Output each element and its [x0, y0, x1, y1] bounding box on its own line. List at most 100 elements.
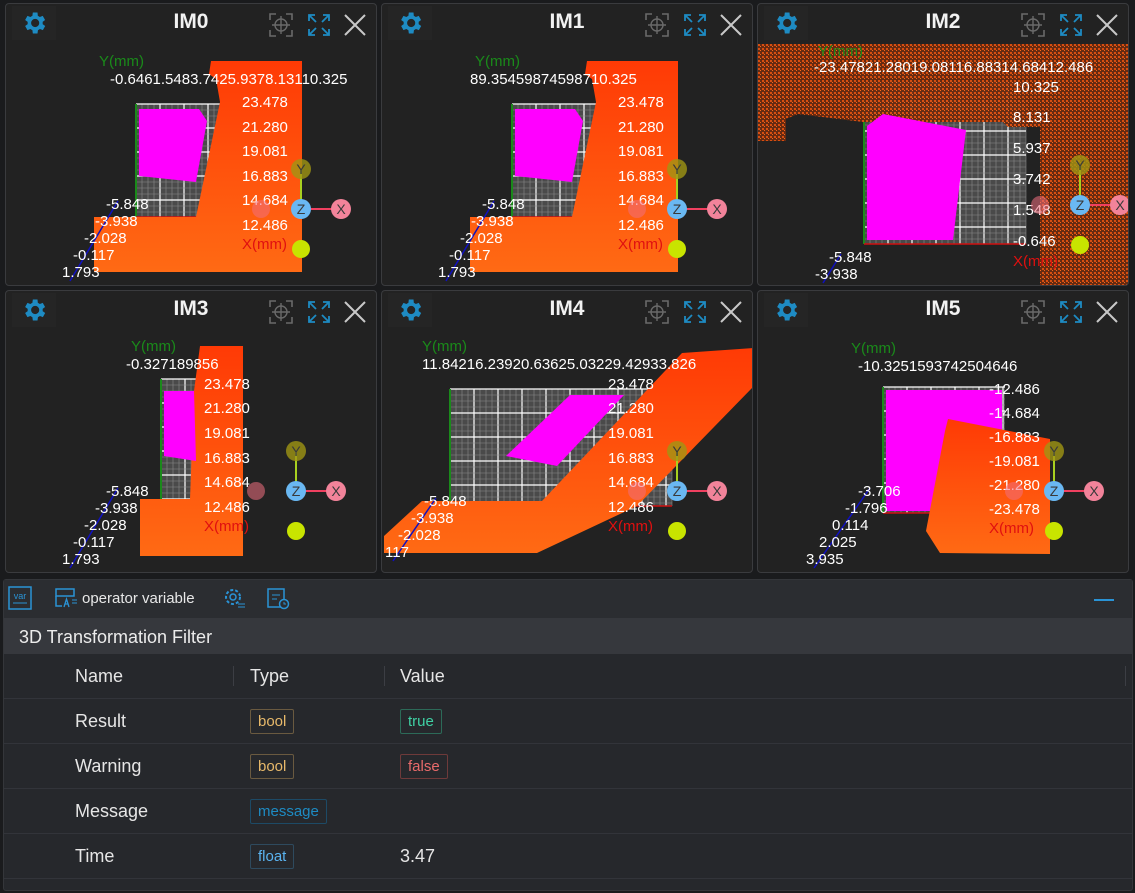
- viewport-panel-im0[interactable]: Y(mm) -0.6461.5483.7425.9378.13110.325 23.…: [5, 3, 377, 286]
- y-axis-handle[interactable]: [667, 159, 687, 179]
- axis-gizmo[interactable]: Y X Z: [1031, 155, 1129, 254]
- var-button[interactable]: var: [8, 586, 32, 610]
- point-cloud-view[interactable]: Y(mm)11.84216.23920.63625.03229.42933.82…: [382, 291, 753, 573]
- x-axis-handle[interactable]: [326, 481, 346, 501]
- maximize-icon[interactable]: [1058, 12, 1084, 38]
- settings-button[interactable]: [388, 293, 432, 327]
- axis-gizmo[interactable]: Y X Z: [628, 441, 727, 540]
- point-cloud: [926, 419, 1050, 554]
- minimize-button[interactable]: [1094, 599, 1114, 601]
- point-cloud-view[interactable]: Y(mm)-0.327189856 23.478 21.280 19.081 16.88…: [6, 291, 377, 573]
- x-axis-handle[interactable]: [1110, 195, 1129, 215]
- negative-x-handle[interactable]: [628, 200, 646, 218]
- y-tick-label: 10.325: [1013, 79, 1059, 96]
- column-divider[interactable]: [1125, 666, 1126, 686]
- z-axis-handle[interactable]: [291, 199, 311, 219]
- maximize-icon[interactable]: [682, 12, 708, 38]
- point-cloud-view[interactable]: Y(mm)-10.3251593742504646 -12.486 -14.684 -…: [758, 291, 1129, 573]
- fit-view-icon[interactable]: [1020, 12, 1046, 38]
- table-row[interactable]: Time float 3.47: [4, 834, 1132, 879]
- table-row[interactable]: Warning bool false: [4, 744, 1132, 789]
- viewport-panel-im2[interactable]: Y(mm) -23.47821.28019.08116.88314.68412.4…: [757, 3, 1129, 286]
- column-divider[interactable]: [233, 666, 234, 686]
- y-axis-handle[interactable]: [667, 441, 687, 461]
- fit-view-icon[interactable]: [268, 12, 294, 38]
- y-axis-handle[interactable]: [1044, 441, 1064, 461]
- settings-button[interactable]: [764, 293, 808, 327]
- z-axis-line: [69, 200, 119, 282]
- negative-y-handle[interactable]: [668, 240, 686, 258]
- maximize-icon[interactable]: [306, 12, 332, 38]
- negative-y-handle[interactable]: [287, 522, 305, 540]
- type-badge: bool: [250, 754, 295, 779]
- x-axis-handle[interactable]: [707, 199, 727, 219]
- column-divider[interactable]: [384, 666, 385, 686]
- z-axis-handle[interactable]: [1070, 195, 1090, 215]
- negative-x-handle[interactable]: [1031, 196, 1049, 214]
- z-tick-label: 2.025: [819, 534, 857, 551]
- z-axis-handle[interactable]: [1044, 481, 1064, 501]
- y-tick-label: 23.478: [242, 94, 288, 111]
- close-icon[interactable]: [1094, 299, 1120, 325]
- settings-button[interactable]: [222, 586, 246, 610]
- x-axis-handle[interactable]: [1084, 481, 1104, 501]
- settings-button[interactable]: [12, 293, 56, 327]
- var-icon: var: [8, 586, 32, 610]
- negative-y-handle[interactable]: [668, 522, 686, 540]
- fit-view-icon[interactable]: [644, 299, 670, 325]
- close-icon[interactable]: [342, 12, 368, 38]
- operator-variable-button[interactable]: operator variable: [54, 586, 195, 610]
- axis-gizmo[interactable]: Y X Z: [628, 159, 727, 258]
- viewport-panel-im1[interactable]: Y(mm) 89.35459874598710.325 23.478 21.280 19…: [381, 3, 753, 286]
- schedule-button[interactable]: [266, 586, 290, 610]
- section-title: 3D Transformation Filter: [4, 618, 1132, 654]
- point-cloud: [94, 61, 302, 272]
- y-axis-handle[interactable]: [286, 441, 306, 461]
- z-axis-handle-label: Z: [297, 201, 306, 217]
- negative-y-handle[interactable]: [1045, 522, 1063, 540]
- close-icon[interactable]: [342, 299, 368, 325]
- axis-gizmo[interactable]: Y X Z: [1005, 441, 1104, 540]
- z-axis-handle[interactable]: [667, 481, 687, 501]
- axis-gizmo[interactable]: Y X Z: [252, 159, 351, 258]
- negative-y-handle[interactable]: [292, 240, 310, 258]
- gear-icon: [777, 299, 798, 321]
- viewport-panel-im4[interactable]: Y(mm) 11.84216.23920.63625.03229.42933.82…: [381, 290, 753, 573]
- maximize-icon[interactable]: [306, 299, 332, 325]
- z-axis-handle[interactable]: [667, 199, 687, 219]
- y-axis-handle[interactable]: [1070, 155, 1090, 175]
- z-axis-handle[interactable]: [286, 481, 306, 501]
- negative-x-handle[interactable]: [247, 482, 265, 500]
- point-cloud-view[interactable]: Y(mm)89.35459874598710.325 23.478 21.280 19…: [382, 4, 753, 286]
- close-icon[interactable]: [718, 299, 744, 325]
- x-axis-handle[interactable]: [707, 481, 727, 501]
- y-tick-label: 12.486: [242, 217, 288, 234]
- settings-button[interactable]: [764, 6, 808, 40]
- negative-x-handle[interactable]: [252, 200, 270, 218]
- z-tick-label: 1.793: [438, 264, 476, 281]
- negative-y-handle[interactable]: [1071, 236, 1089, 254]
- negative-x-handle[interactable]: [1005, 482, 1023, 500]
- settings-button[interactable]: [388, 6, 432, 40]
- point-cloud-view[interactable]: Y(mm)-0.6461.5483.7425.9378.13110.325 23.…: [6, 4, 377, 286]
- x-axis-handle[interactable]: [331, 199, 351, 219]
- close-icon[interactable]: [718, 12, 744, 38]
- settings-button[interactable]: [12, 6, 56, 40]
- maximize-icon[interactable]: [1058, 299, 1084, 325]
- viewport-panel-im5[interactable]: Y(mm) -10.3251593742504646 -12.486 -14.684 -…: [757, 290, 1129, 573]
- table-row[interactable]: Result bool true: [4, 699, 1132, 744]
- y-tick-label: 3.742: [1013, 171, 1051, 188]
- y-axis-handle[interactable]: [291, 159, 311, 179]
- axis-gizmo[interactable]: Y X Z: [247, 441, 346, 540]
- maximize-icon[interactable]: [682, 299, 708, 325]
- close-icon[interactable]: [1094, 12, 1120, 38]
- table-row[interactable]: Message message: [4, 789, 1132, 834]
- fit-view-icon[interactable]: [1020, 299, 1046, 325]
- point-cloud: [140, 346, 243, 556]
- fit-view-icon[interactable]: [268, 299, 294, 325]
- z-axis-line: [69, 487, 119, 569]
- viewport-panel-im3[interactable]: Y(mm) -0.327189856 23.478 21.280 19.081 16.88…: [5, 290, 377, 573]
- fit-view-icon[interactable]: [644, 12, 670, 38]
- negative-x-handle[interactable]: [628, 482, 646, 500]
- point-cloud-view[interactable]: Y(mm)-23.47821.28019.08116.88314.68412.4…: [758, 4, 1129, 286]
